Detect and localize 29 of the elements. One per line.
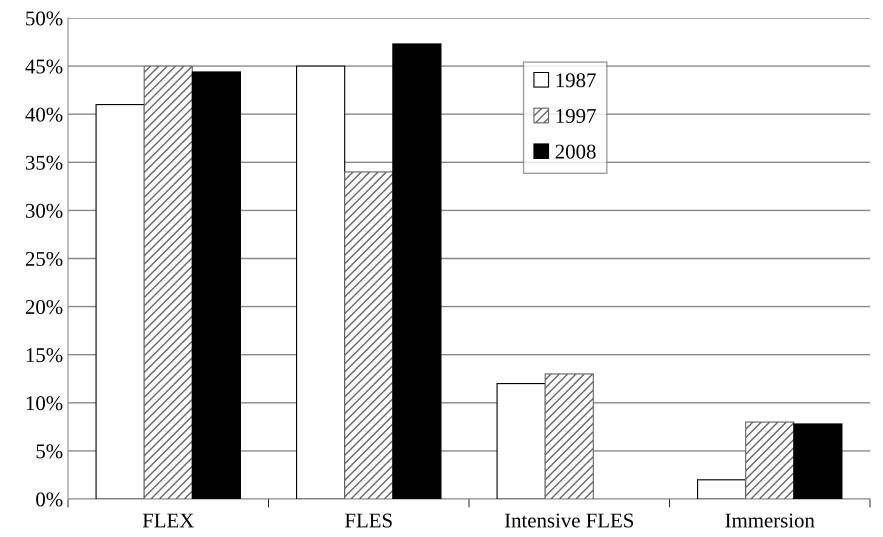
- y-tick-label: 40%: [25, 108, 62, 122]
- y-tick-label: 0%: [36, 492, 62, 506]
- legend-label: 1987: [556, 73, 596, 88]
- bar: [793, 423, 842, 499]
- y-tick-label: 20%: [26, 300, 62, 314]
- y-tick-label: 5%: [36, 444, 62, 458]
- x-tick-label: Intensive FLES: [504, 514, 634, 528]
- bar: [296, 66, 346, 499]
- bar: [392, 43, 442, 499]
- y-tick-label: 45%: [25, 59, 62, 74]
- bar: [745, 421, 794, 499]
- y-tick-label: 50%: [26, 11, 62, 26]
- x-tick-label: Immersion: [725, 514, 815, 528]
- y-tick-label: 35%: [26, 156, 62, 170]
- bar: [496, 383, 546, 499]
- y-tick-label: 15%: [26, 348, 62, 362]
- bar: [344, 171, 394, 499]
- legend-label: 1997: [556, 108, 596, 123]
- y-tick-label: 10%: [26, 396, 62, 410]
- bar: [144, 66, 193, 499]
- x-tick-label: FLEX: [142, 514, 194, 528]
- x-tick-label: FLES: [345, 514, 392, 528]
- legend-label: 2008: [556, 144, 596, 159]
- bar: [96, 104, 145, 499]
- bar: [192, 71, 241, 499]
- bar: [697, 479, 746, 499]
- y-tick-label: 30%: [26, 204, 62, 218]
- bar: [544, 373, 594, 499]
- y-tick-label: 25%: [26, 252, 62, 266]
